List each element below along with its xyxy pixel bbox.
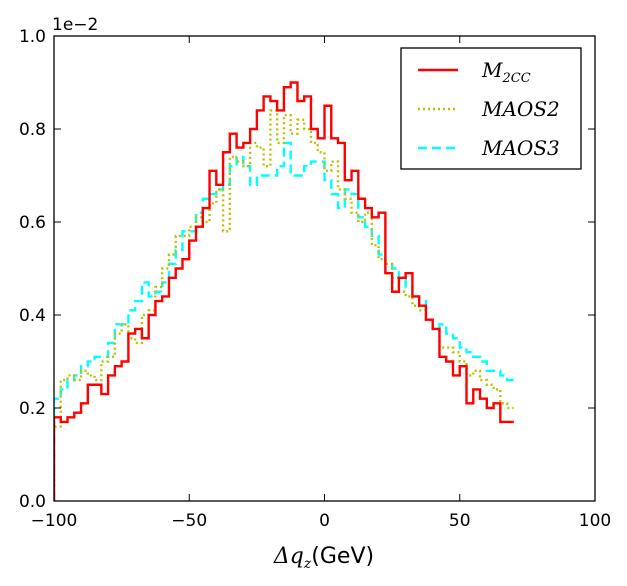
offset-text: 1e−2: [52, 15, 98, 35]
legend-label-m2cc: M2CC: [481, 58, 531, 86]
x-axis-label-unit: (GeV): [311, 544, 374, 569]
y-tick-label: 0.6: [19, 213, 46, 233]
x-tick-label: −50: [171, 511, 207, 531]
plot-frame: [53, 35, 596, 502]
series-maos3: [54, 141, 514, 501]
series-maos2: [54, 109, 514, 501]
x-axis-label-sub: z: [303, 556, 312, 572]
legend-label-maos2: MAOS2: [481, 97, 560, 121]
y-tick-label: 1.0: [19, 27, 46, 47]
legend: M2CC MAOS2 MAOS3: [400, 47, 582, 170]
y-tick-label: 0.2: [19, 399, 46, 419]
legend-label-m2cc-sub: 2CC: [501, 71, 530, 86]
legend-label-m2cc-main: M: [481, 58, 503, 82]
x-tick-label: 0: [319, 511, 330, 531]
series-layer: [54, 81, 514, 501]
x-tick-label: 50: [449, 511, 471, 531]
x-tick-label: 100: [579, 511, 611, 531]
x-axis-label: Δqz(GeV): [273, 544, 374, 572]
y-tick-label: 0.8: [19, 120, 46, 140]
series-m-2cc: [54, 81, 514, 501]
legend-box: [400, 47, 582, 170]
y-tick-label: 0.0: [19, 492, 46, 512]
legend-label-maos3: MAOS3: [481, 136, 560, 160]
y-tick-label: 0.4: [19, 306, 46, 326]
x-axis-label-main: Δq: [273, 544, 304, 569]
x-tick-label: −100: [31, 511, 78, 531]
